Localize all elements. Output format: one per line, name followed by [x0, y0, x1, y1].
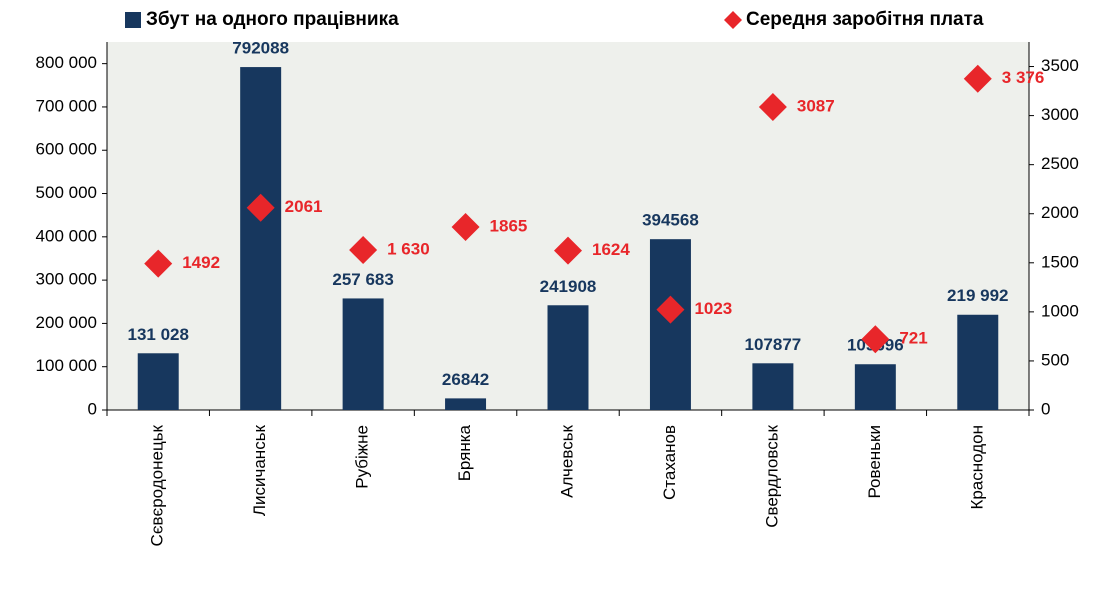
y2-tick-label: 3000: [1041, 105, 1079, 124]
point-value-label: 1023: [694, 299, 732, 318]
bar: [240, 67, 282, 411]
point-value-label: 3087: [797, 97, 835, 116]
diamond-marker: [656, 295, 685, 324]
bar-value-label: 26842: [442, 370, 489, 389]
bar-value-label: 131 028: [127, 325, 188, 344]
bar-value-label: 241908: [540, 277, 597, 296]
bar-value-label: 792088: [232, 39, 289, 58]
y-tick-label: 500 000: [36, 183, 97, 202]
y2-tick-label: 3500: [1041, 56, 1079, 75]
x-tick-label: Лисичанськ: [250, 424, 269, 516]
y-tick-label: 0: [88, 399, 97, 418]
x-tick-label: Краснодон: [967, 425, 986, 510]
bar-value-label: 394568: [642, 211, 699, 230]
y2-tick-label: 2000: [1041, 203, 1079, 222]
y-tick-label: 100 000: [36, 356, 97, 375]
x-tick-label: Свердловськ: [762, 424, 781, 527]
diamond-marker: [451, 212, 480, 241]
diamond-marker: [861, 325, 890, 354]
x-tick-label: Брянка: [455, 424, 474, 481]
diamond-marker: [349, 236, 378, 265]
x-tick-label: Ровеньки: [865, 425, 884, 499]
y-tick-label: 200 000: [36, 313, 97, 332]
legend-label: Збут на одного працівника: [146, 9, 399, 30]
y-tick-label: 800 000: [36, 53, 97, 72]
y2-tick-label: 1000: [1041, 301, 1079, 320]
y2-tick-label: 500: [1041, 350, 1069, 369]
point-value-label: 721: [899, 329, 927, 348]
point-value-label: 3 376: [1002, 68, 1045, 87]
bar: [342, 298, 384, 410]
diamond-marker: [246, 193, 275, 222]
y-tick-label: 300 000: [36, 270, 97, 289]
diamond-marker: [144, 249, 173, 278]
point-value-label: 1492: [182, 253, 220, 272]
point-value-label: 1624: [592, 240, 630, 259]
bar: [752, 363, 794, 410]
bar: [957, 314, 999, 410]
legend-swatch: [125, 12, 141, 28]
point-value-label: 1 630: [387, 240, 430, 259]
x-tick-label: Стаханов: [660, 425, 679, 500]
x-tick-label: Алчевськ: [557, 424, 576, 497]
x-tick-label: Рубіжне: [353, 425, 372, 489]
diamond-marker: [963, 64, 992, 93]
bar: [854, 364, 896, 410]
bar: [649, 239, 691, 410]
diamond-marker: [758, 93, 787, 122]
y2-tick-label: 1500: [1041, 252, 1079, 271]
bar: [445, 398, 487, 410]
point-value-label: 2061: [285, 197, 323, 216]
y-tick-label: 400 000: [36, 226, 97, 245]
bar-value-label: 257 683: [332, 270, 393, 289]
x-tick-label: Сєвєродонецьк: [148, 424, 167, 546]
bar: [137, 353, 179, 410]
bar-value-label: 107877: [745, 335, 802, 354]
diamond-marker: [554, 236, 582, 265]
bar: [547, 305, 589, 410]
bar-value-label: 219 992: [947, 286, 1008, 305]
legend-swatch: [724, 11, 742, 29]
y2-tick-label: 2500: [1041, 154, 1079, 173]
y-tick-label: 600 000: [36, 140, 97, 159]
y-tick-label: 700 000: [36, 96, 97, 115]
point-value-label: 1865: [490, 216, 528, 235]
legend-label: Середня заробітня плата: [746, 9, 984, 30]
y2-tick-label: 0: [1041, 399, 1050, 418]
